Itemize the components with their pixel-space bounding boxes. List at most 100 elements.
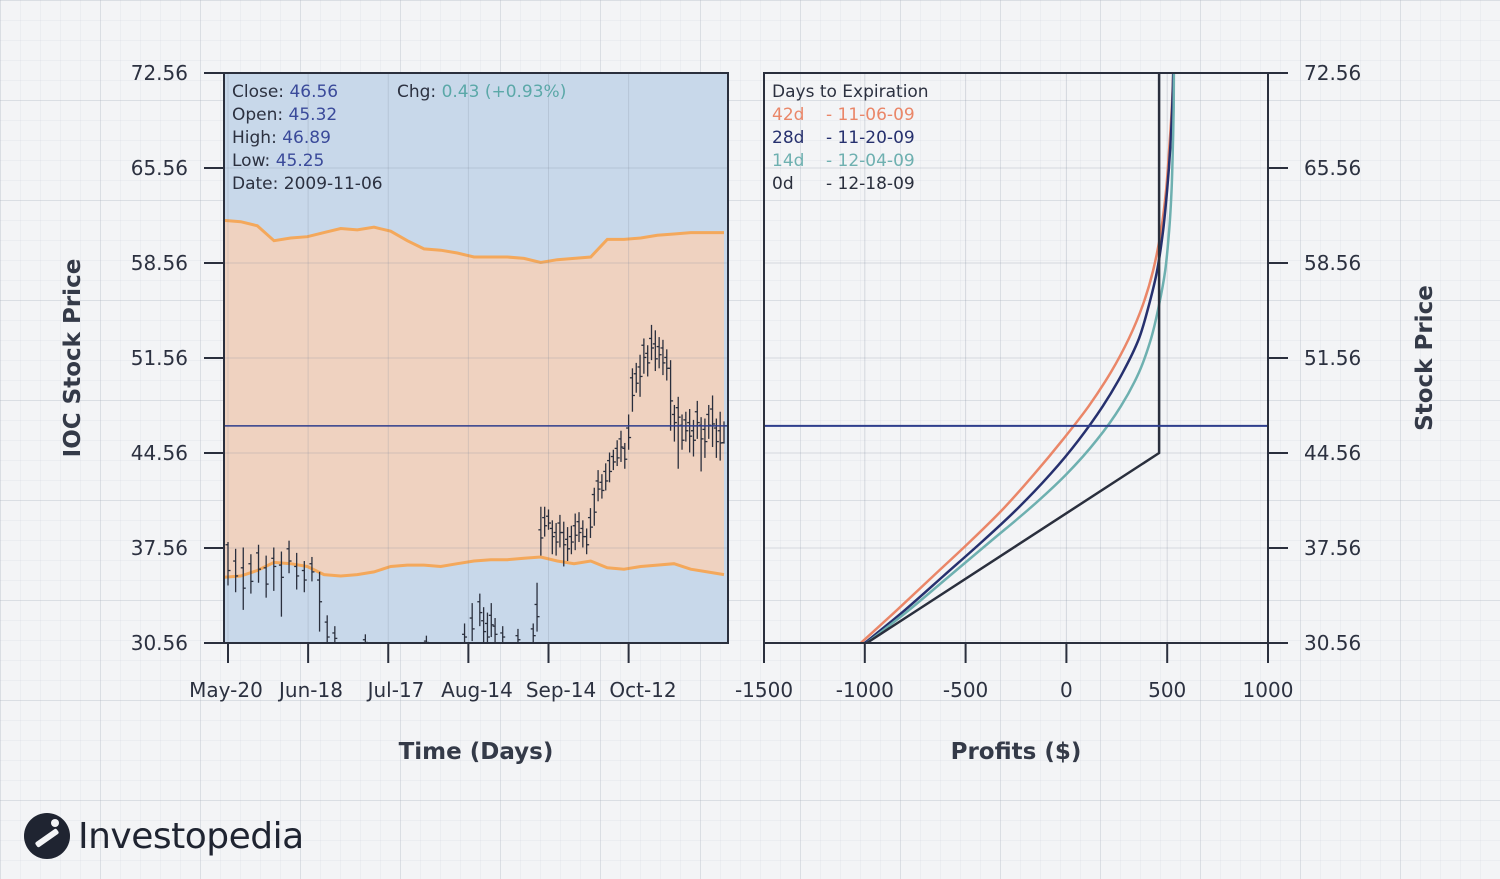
- candle: [561, 521, 567, 567]
- candle: [687, 409, 693, 453]
- price-band-fill: [224, 220, 724, 578]
- profit-x-axis: -1500 -1000 -500 0 500 1000: [735, 643, 1294, 702]
- candle: [576, 512, 582, 543]
- candle: [622, 442, 628, 469]
- candle: [645, 345, 651, 377]
- candle: [568, 525, 574, 555]
- candle: [549, 520, 555, 555]
- price-band-lower-line: [223, 555, 725, 579]
- price-panel: 72.56 65.56 58.56 51.56 44.56 37.56 30.56 May-…: [60, 61, 729, 765]
- legend-date-28d: - 11-20-09: [826, 128, 915, 148]
- candle: [633, 362, 639, 393]
- legend-days-28d: 28d: [772, 128, 804, 148]
- candle: [301, 561, 307, 593]
- candlesticks: [225, 324, 727, 644]
- profit-x-tick-label: 1000: [1243, 678, 1294, 702]
- legend-date-0d: - 12-18-09: [826, 174, 915, 194]
- candle: [694, 400, 700, 439]
- candle: [649, 324, 655, 361]
- profit-y-axis-title: Stock Price: [1412, 285, 1438, 431]
- profit-curve-28d: [864, 72, 1175, 644]
- price-y-axis: 72.56 65.56 58.56 51.56 44.56 37.56 30.56: [131, 61, 224, 655]
- candle: [534, 582, 540, 632]
- candle: [591, 487, 597, 526]
- candle: [542, 506, 548, 537]
- profit-curves: [859, 72, 1176, 645]
- price-y-tick-label: 44.56: [131, 441, 188, 465]
- date-info: Date: 2009-11-06: [232, 174, 383, 194]
- price-y-tick-label: 37.56: [131, 536, 188, 560]
- candle: [309, 556, 315, 582]
- candle: [538, 506, 544, 556]
- candle: [652, 330, 658, 372]
- candle: [607, 452, 613, 483]
- price-y-tick-label: 58.56: [131, 251, 188, 275]
- candle: [599, 474, 605, 499]
- profit-x-tick-label: 0: [1060, 678, 1073, 702]
- profit-y-tick-label: 30.56: [1304, 631, 1361, 655]
- price-info-box: Close: 46.56 Open: 45.32 High: 46.89 Low…: [232, 82, 566, 194]
- candle: [469, 603, 475, 642]
- candle: [618, 430, 624, 462]
- candle: [683, 411, 689, 442]
- profit-y-tick-label: 72.56: [1304, 61, 1361, 85]
- legend-date-42d: - 11-06-09: [826, 105, 915, 125]
- legend-days-0d: 0d: [772, 174, 794, 194]
- price-x-tick-label: Oct-12: [609, 678, 676, 702]
- candle: [462, 623, 468, 643]
- candle: [256, 544, 262, 583]
- investopedia-logo: Investopedia: [24, 808, 304, 864]
- candle: [702, 418, 708, 458]
- price-y-tick-label: 65.56: [131, 156, 188, 180]
- candle: [629, 368, 635, 412]
- price-x-tick-label: Jul-17: [366, 678, 425, 702]
- price-y-tick-label: 30.56: [131, 631, 188, 655]
- candle: [225, 542, 231, 586]
- investopedia-logo-icon: [24, 813, 70, 859]
- profit-x-tick-label: -500: [943, 678, 988, 702]
- price-y-axis-title: IOC Stock Price: [60, 259, 86, 458]
- candle: [488, 603, 494, 638]
- candle: [286, 540, 292, 574]
- candle: [515, 628, 521, 643]
- profit-x-tick-label: 500: [1148, 678, 1186, 702]
- price-y-tick-label: 51.56: [131, 346, 188, 370]
- profit-y-tick-label: 58.56: [1304, 251, 1361, 275]
- price-x-tick-label: May-20: [189, 678, 263, 702]
- price-x-tick-label: Jun-18: [277, 678, 343, 702]
- candle: [610, 449, 616, 471]
- low-info: Low: 45.25: [232, 151, 324, 171]
- candle: [332, 626, 338, 643]
- candle: [656, 337, 662, 369]
- candle: [233, 548, 239, 593]
- profit-y-tick-label: 44.56: [1304, 441, 1361, 465]
- candle: [595, 470, 601, 502]
- close-info: Close: 46.56: [232, 82, 338, 102]
- candle: [294, 552, 300, 590]
- candle: [710, 395, 716, 448]
- candle: [626, 414, 632, 450]
- profit-y-axis: 72.56 65.56 58.56 51.56 44.56 37.56 30.56: [1268, 61, 1361, 655]
- brand-name: Investopedia: [78, 815, 304, 857]
- candle: [263, 555, 269, 598]
- candle: [641, 338, 647, 374]
- candle: [565, 527, 571, 562]
- legend-days-42d: 42d: [772, 105, 804, 125]
- price-x-tick-label: Aug-14: [441, 678, 513, 702]
- candle: [530, 623, 536, 643]
- expiration-legend: Days to Expiration 42d - 11-06-09 28d - 11-…: [772, 82, 929, 194]
- legend-days-14d: 14d: [772, 151, 804, 171]
- profit-curve-0d: [866, 73, 1161, 645]
- profit-y-tick-label: 37.56: [1304, 536, 1361, 560]
- candle: [492, 618, 498, 643]
- legend-date-14d: - 12-04-09: [826, 151, 915, 171]
- candle: [713, 418, 719, 458]
- price-y-tick-label: 72.56: [131, 61, 188, 85]
- profit-x-axis-title: Profits ($): [951, 739, 1082, 765]
- change-info: Chg: 0.43 (+0.93%): [397, 82, 566, 102]
- candle: [572, 513, 578, 551]
- candle: [248, 554, 254, 594]
- price-x-axis-title: Time (Days): [399, 739, 554, 765]
- candle: [587, 508, 593, 538]
